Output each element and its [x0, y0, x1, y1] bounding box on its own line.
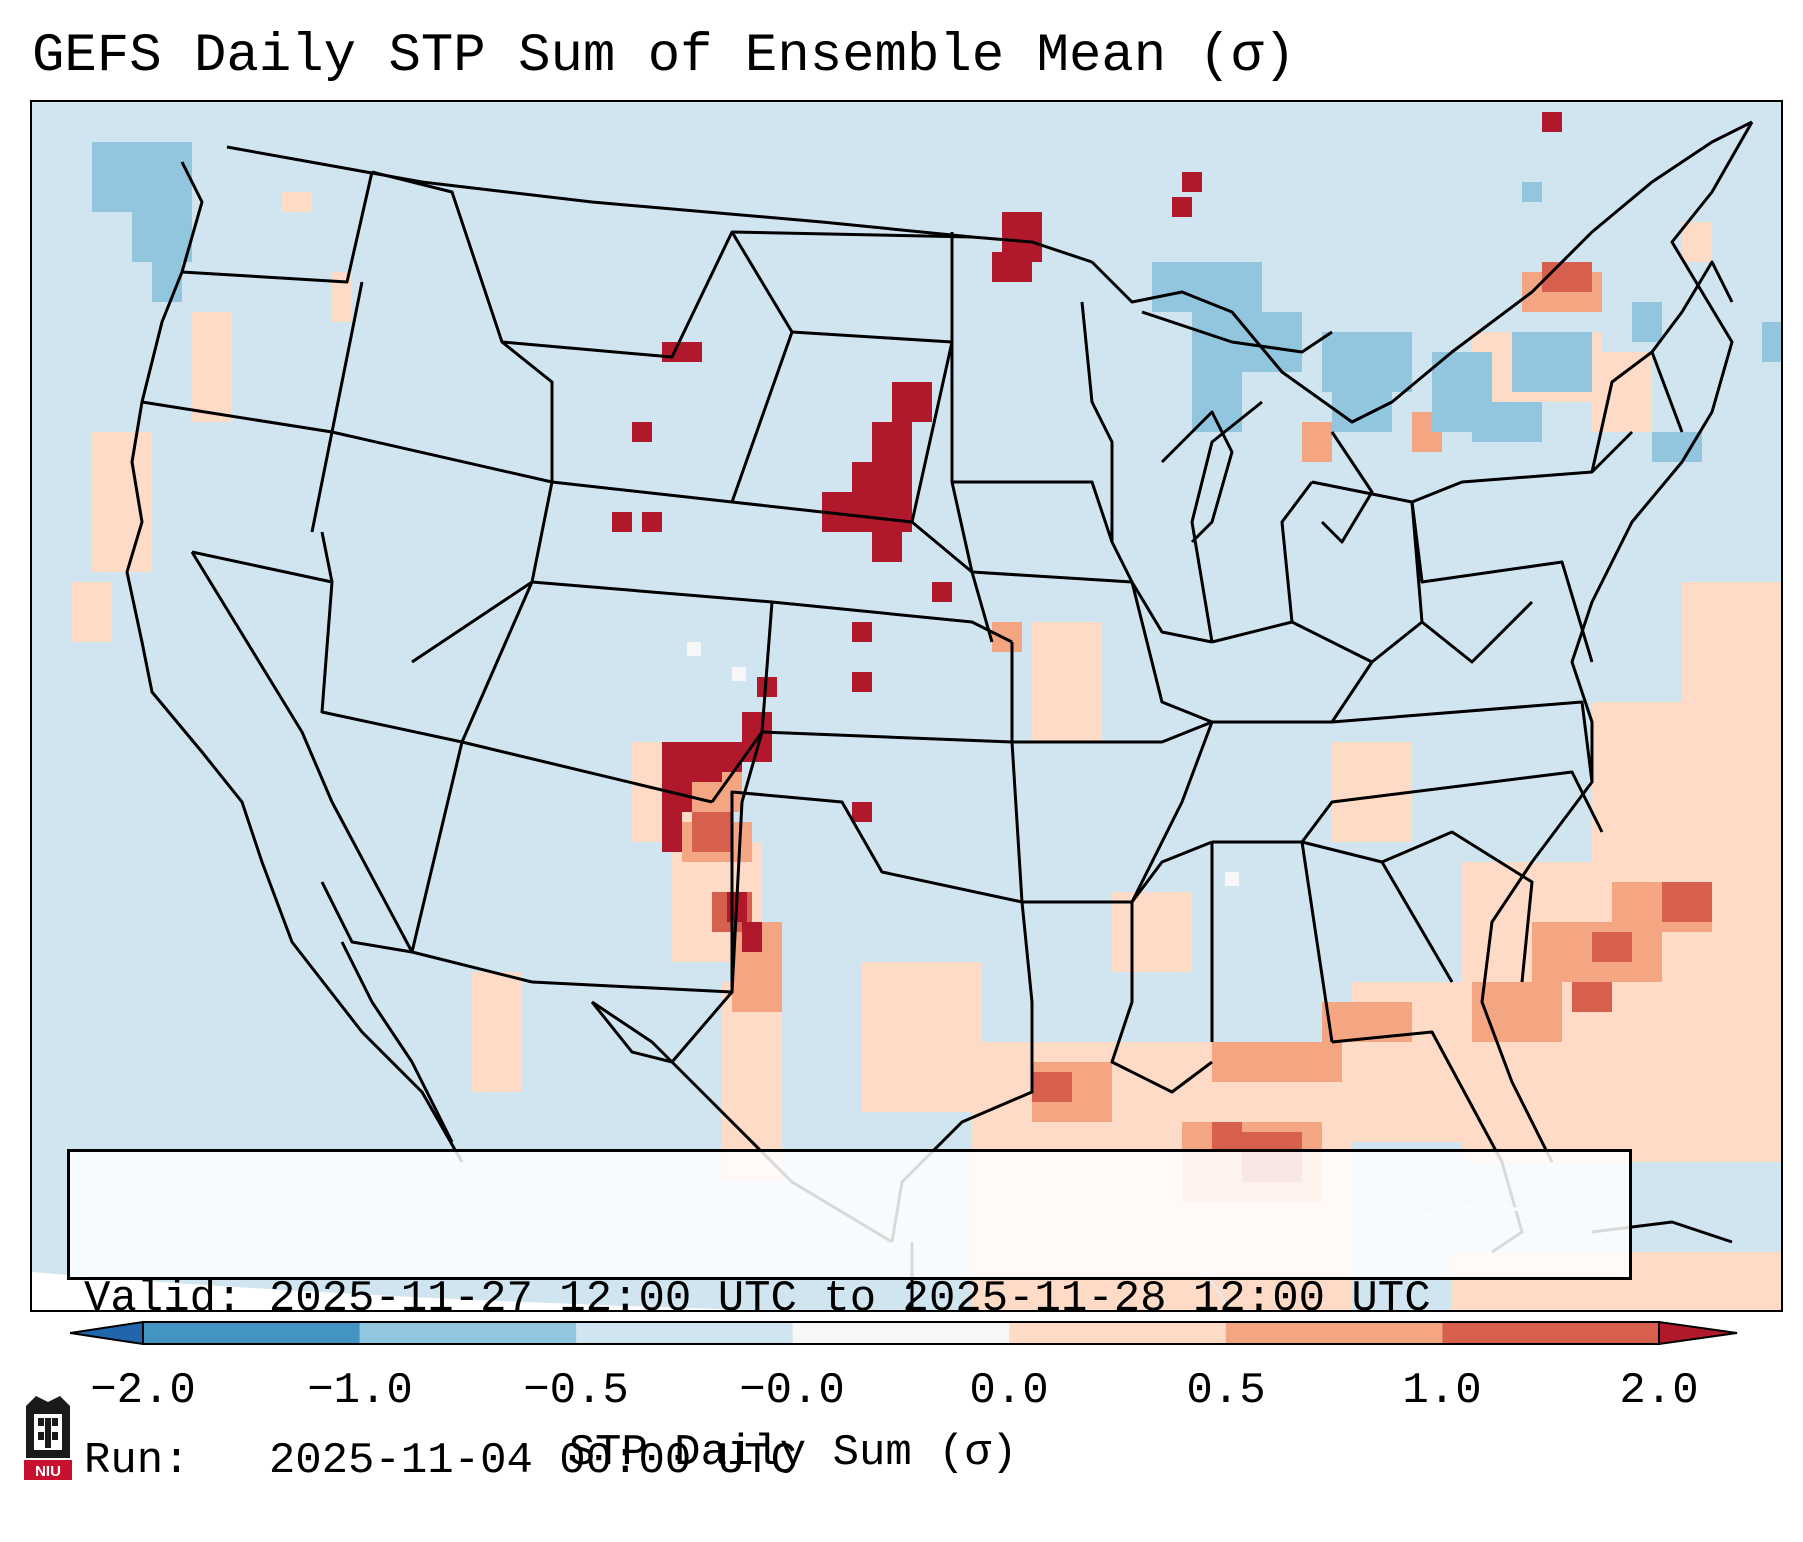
state-borders	[125, 120, 1754, 1310]
colorbar-segment	[143, 1322, 361, 1344]
colorbar-segment	[792, 1322, 1010, 1344]
colorbar-segment	[1009, 1322, 1227, 1344]
colorbar-tick-label: 1.0	[1402, 1366, 1482, 1416]
stp-near-zero	[687, 642, 1239, 886]
colorbar-segment	[359, 1322, 577, 1344]
map-panel	[30, 100, 1783, 1312]
colorbar-segment	[1442, 1322, 1660, 1344]
colorbar	[70, 1320, 1738, 1346]
colorbar-axis-label: STP Daily Sum (σ)	[568, 1428, 1018, 1478]
map-title: GEFS Daily STP Sum of Ensemble Mean (σ)	[32, 26, 1296, 87]
colorbar-tick-label: −0.0	[739, 1366, 845, 1416]
colorbar-frame	[142, 1321, 1660, 1345]
colorbar-segment	[576, 1322, 794, 1344]
colorbar-tick-label: 0.0	[969, 1366, 1049, 1416]
colorbar-under-triangle	[70, 1320, 144, 1346]
map-canvas	[32, 102, 1781, 1310]
colorbar-segment	[1225, 1322, 1443, 1344]
run-time-text: Run: 2025-11-04 00:00 UTC	[84, 1436, 797, 1486]
niu-logo-text: NIU	[35, 1463, 61, 1480]
colorbar-tick-label: −2.0	[90, 1366, 196, 1416]
colorbar-tick-label: −1.0	[307, 1366, 413, 1416]
stp-positive-over	[612, 112, 1562, 952]
stp-negative-light	[92, 142, 1781, 462]
colorbar-tick-label: 2.0	[1619, 1366, 1699, 1416]
niu-logo: NIU	[24, 1396, 72, 1480]
valid-run-info-box: Valid: 2025-11-27 12:00 UTC to 2025-11-2…	[67, 1149, 1632, 1486]
colorbar-over-triangle	[1658, 1320, 1738, 1346]
valid-time-text: Valid: 2025-11-27 12:00 UTC to 2025-11-2…	[84, 1274, 1431, 1324]
colorbar-tick-label: −0.5	[523, 1366, 629, 1416]
colorbar-tick-label: 0.5	[1186, 1366, 1266, 1416]
